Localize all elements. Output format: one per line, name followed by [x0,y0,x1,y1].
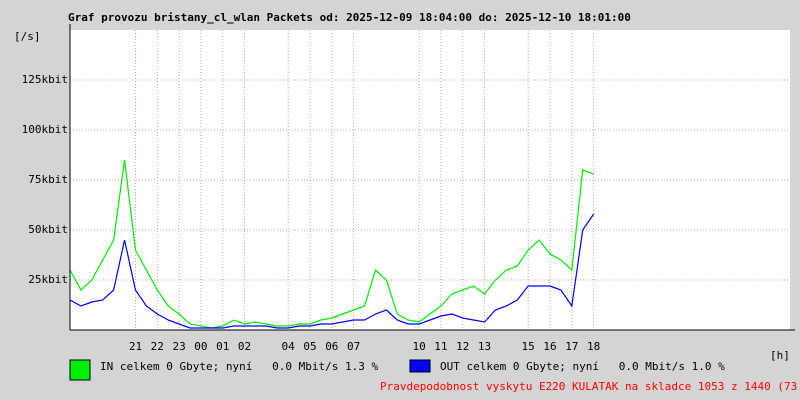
x-tick-label: 21 [129,340,142,353]
y-tick-label: 25kbit [28,273,68,286]
legend-swatch [409,359,431,373]
x-tick-label: 13 [478,340,491,353]
x-tick-label: 11 [434,340,447,353]
x-axis-label: [h] [770,349,790,362]
x-tick-label: 04 [282,340,296,353]
x-tick-label: 02 [238,340,251,353]
x-tick-label: 10 [412,340,425,353]
x-tick-label: 06 [325,340,338,353]
legend-label: OUT celkem 0 Gbyte; nyní 0.0 Mbit/s 1.0 … [440,360,725,373]
y-tick-label: 125kbit [22,73,68,86]
y-tick-label: 100kbit [22,123,68,136]
x-tick-label: 01 [216,340,229,353]
series-line [69,159,594,329]
x-tick-label: 23 [172,340,185,353]
note: Pravdepodobnost vyskytu E220 KULATAK na … [380,380,800,393]
y-tick-label: 75kbit [28,173,68,186]
y-axis-label: [/s] [14,30,41,43]
x-tick-label: 17 [565,340,578,353]
x-tick-label: 05 [303,340,316,353]
x-tick-label: 12 [456,340,469,353]
y-tick-label: 50kbit [28,223,68,236]
series-line [69,213,595,329]
x-tick-label: 00 [194,340,207,353]
chart-title: Graf provozu bristany_cl_wlan Packets od… [68,11,631,24]
legend-label: IN celkem 0 Gbyte; nyní 0.0 Mbit/s 1.3 % [100,360,379,373]
legend-swatch [69,359,91,381]
x-tick-label: 18 [587,340,600,353]
x-tick-label: 22 [151,340,164,353]
x-tick-label: 15 [522,340,535,353]
x-tick-label: 07 [347,340,360,353]
x-tick-label: 16 [543,340,556,353]
